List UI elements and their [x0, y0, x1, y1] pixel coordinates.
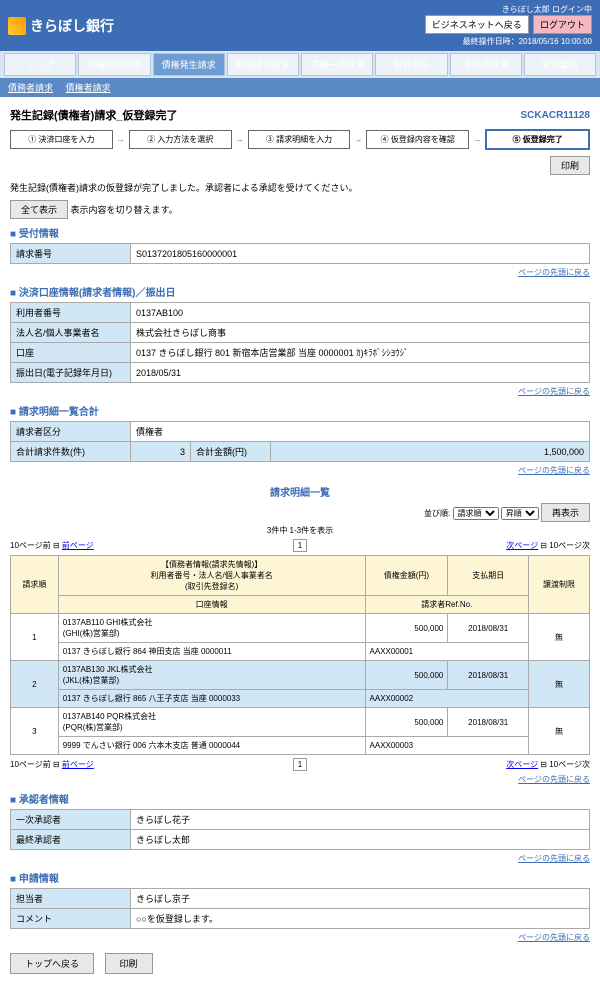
detail-table: 請求順【債務者情報(請求先情報)】 利用者番号・法人名/個人事業者名 (取引先登… — [10, 555, 590, 755]
prev-page[interactable]: 前ページ — [62, 541, 94, 550]
section-approver: 承認者情報 — [10, 791, 590, 806]
nav-tab[interactable]: 債権一括請求 — [301, 53, 373, 76]
page-number: 1 — [293, 758, 307, 771]
page-title: 発生記録(債権者)請求_仮登録完了 — [10, 107, 177, 123]
last-op-time: 最終操作日時：2018/05/16 10:00:00 — [423, 36, 592, 47]
list-title: 請求明細一覧 — [10, 484, 590, 499]
nav-tab[interactable]: その他請求 — [450, 53, 522, 76]
login-user: きらぼし太郎 ログイン中 — [423, 4, 592, 15]
pagetop-link[interactable]: ページの先頭に戻る — [518, 466, 590, 475]
step: ③ 請求明細を入力 — [248, 130, 351, 149]
main-nav: トップ債権情報照会債権発生請求債権譲渡請求債権一括請求融資申込その他請求管理業務 — [0, 51, 600, 78]
section-applicant: 申請情報 — [10, 870, 590, 885]
print-button[interactable]: 印刷 — [550, 156, 590, 175]
row-no: 3 — [11, 708, 59, 755]
prev-page[interactable]: 前ページ — [62, 760, 94, 769]
pagetop-link[interactable]: ページの先頭に戻る — [518, 387, 590, 396]
back-to-top-button[interactable]: トップへ戻る — [10, 953, 94, 974]
logout-button[interactable]: ログアウト — [533, 15, 592, 34]
redisplay-button[interactable]: 再表示 — [541, 503, 590, 522]
nav-tab[interactable]: 債権情報照会 — [78, 53, 150, 76]
pagetop-link[interactable]: ページの先頭に戻る — [518, 933, 590, 942]
completion-message: 発生記録(債権者)請求の仮登録が完了しました。承認者による承認を受けてください。 — [10, 181, 590, 194]
header: きらぼし銀行 きらぼし太郎 ログイン中 ビジネスネットへ戻る ログアウト 最終操… — [0, 0, 600, 97]
pagetop-link[interactable]: ページの先頭に戻る — [518, 854, 590, 863]
section-account: 決済口座情報(請求者情報)／振出日 — [10, 284, 590, 299]
next-page[interactable]: 次ページ — [506, 541, 538, 550]
step: ② 入力方法を選択 — [129, 130, 232, 149]
print-button-footer[interactable]: 印刷 — [105, 953, 153, 974]
next-page[interactable]: 次ページ — [506, 760, 538, 769]
pagetop-link[interactable]: ページの先頭に戻る — [518, 268, 590, 277]
nav-tab[interactable]: 債権発生請求 — [153, 53, 225, 76]
nav-tab[interactable]: 融資申込 — [375, 53, 447, 76]
pagetop-link[interactable]: ページの先頭に戻る — [518, 775, 590, 784]
step: ⑤ 仮登録完了 — [485, 129, 590, 150]
section-reception: 受付情報 — [10, 225, 590, 240]
row-no: 2 — [11, 661, 59, 708]
result-count: 3件中 1-3件を表示 — [10, 525, 590, 536]
sub-nav: 債務者請求 債権者請求 — [0, 78, 600, 97]
step-indicator: ① 決済口座を入力→② 入力方法を選択→③ 請求明細を入力→④ 仮登録内容を確認… — [10, 129, 590, 150]
bank-name: きらぼし銀行 — [30, 16, 114, 36]
bnet-back-button[interactable]: ビジネスネットへ戻る — [425, 15, 529, 34]
page-code: SCKACR11128 — [521, 110, 590, 121]
req-no: S0137201805160000001 — [131, 244, 590, 264]
subnav-debtor[interactable]: 債務者請求 — [8, 83, 53, 93]
nav-tab[interactable]: トップ — [4, 53, 76, 76]
page-number: 1 — [293, 539, 307, 552]
req-no-label: 請求番号 — [11, 244, 131, 264]
step: ① 決済口座を入力 — [10, 130, 113, 149]
sort-select[interactable]: 請求順 — [453, 507, 499, 520]
bank-logo: きらぼし銀行 — [8, 16, 114, 36]
order-select[interactable]: 昇順 — [501, 507, 539, 520]
toggle-all-button[interactable]: 全て表示 — [10, 200, 68, 219]
subnav-creditor[interactable]: 債権者請求 — [66, 83, 111, 93]
logo-icon — [8, 17, 26, 35]
toggle-label: 表示内容を切り替えます。 — [71, 205, 178, 215]
nav-tab[interactable]: 債権譲渡請求 — [227, 53, 299, 76]
nav-tab[interactable]: 管理業務 — [524, 53, 596, 76]
row-no: 1 — [11, 614, 59, 661]
step: ④ 仮登録内容を確認 — [366, 130, 469, 149]
section-summary: 請求明細一覧合計 — [10, 403, 590, 418]
